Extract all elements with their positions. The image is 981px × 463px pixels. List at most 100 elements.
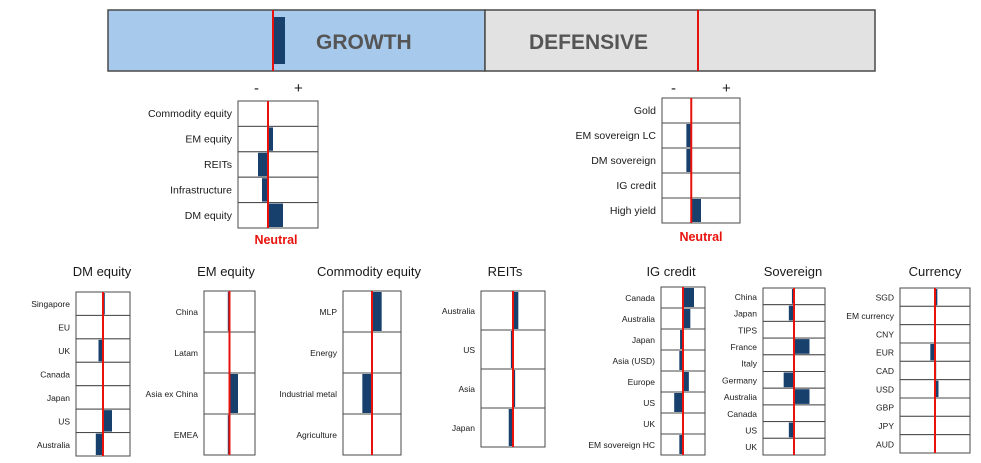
currency-category-label: AUD (876, 439, 894, 449)
defensive-assets-category-label: DM sovereign (591, 155, 656, 167)
growth-box (107, 9, 486, 72)
reits-bar (513, 370, 516, 407)
em-equity-title: EM equity (197, 264, 255, 279)
currency-bar (935, 380, 939, 397)
growth-assets-category-label: EM equity (185, 134, 232, 146)
dm-equity-category-label: Canada (40, 370, 70, 380)
commodity-equity-category-label: Industrial metal (279, 389, 337, 399)
currency-category-label: GBP (876, 403, 894, 413)
ig-credit-category-label: Europe (628, 377, 656, 387)
sovereign-category-label: UK (745, 442, 757, 452)
ig-credit-category-label: Asia (USD) (612, 356, 655, 366)
commodity-equity-panel: Commodity equity MLP Energy Industrial meta… (279, 264, 422, 456)
growth-assets-row-cell (237, 125, 319, 153)
sovereign-bar (783, 372, 794, 388)
sovereign-bar (794, 339, 810, 354)
dm-equity-category-label: EU (58, 323, 70, 333)
commodity-equity-category-label: Agriculture (296, 430, 337, 440)
defensive-neutral-label: Neutral (679, 230, 722, 244)
sovereign-category-label: Germany (722, 375, 758, 385)
defensive-assets-category-label: High yield (610, 205, 656, 217)
defensive-box (484, 9, 876, 72)
defensive-assets-bar (686, 149, 692, 172)
reits-bar (510, 331, 513, 368)
sovereign-category-label: Japan (734, 309, 757, 319)
commodity-equity-category-label: MLP (320, 307, 338, 317)
sovereign-category-label: France (731, 342, 758, 352)
reits-category-label: Japan (452, 423, 475, 433)
ig-credit-category-label: US (643, 398, 655, 408)
ig-credit-bar (683, 288, 694, 307)
defensive-assets-category-label: IG credit (616, 180, 656, 192)
growth-assets-category-label: Commodity equity (148, 108, 233, 120)
defensive-plus-sign: + (722, 80, 731, 97)
currency-bar (935, 289, 938, 306)
currency-category-label: SGD (876, 293, 894, 303)
reits-bar (508, 409, 513, 446)
reits-panel: REITs Australia US Asia Japan (442, 264, 546, 448)
ig-credit-bar (683, 372, 689, 391)
reits-category-label: Asia (458, 384, 475, 394)
ig-credit-category-label: Australia (622, 314, 655, 324)
sovereign-bar (788, 305, 794, 321)
ig-credit-bar (680, 330, 683, 349)
growth-assets-category-label: REITs (204, 159, 232, 171)
em-equity-category-label: China (176, 307, 198, 317)
growth-assets-panel: Commodity equity EM equity REITs Infrastruc… (148, 100, 319, 229)
em-equity-category-label: Asia ex China (146, 389, 199, 399)
dm-equity-category-label: Singapore (31, 299, 70, 309)
sovereign-title: Sovereign (764, 264, 823, 279)
growth-plus-sign: + (294, 80, 303, 97)
dm-equity-bar (103, 410, 112, 432)
growth-neutral-label: Neutral (254, 233, 297, 247)
reits-title: REITs (488, 264, 523, 279)
em-equity-panel: EM equity China Latam Asia ex China EMEA (146, 264, 256, 456)
ig-credit-bar (683, 309, 691, 328)
sovereign-category-label: Australia (724, 392, 757, 402)
chart-panels: Commodity equity EM equity REITs Infrastruc… (31, 97, 971, 457)
defensive-assets-category-label: EM sovereign LC (575, 130, 656, 142)
commodity-equity-title: Commodity equity (317, 264, 422, 279)
ig-credit-category-label: Japan (632, 335, 655, 345)
currency-category-label: EM currency (846, 311, 894, 321)
ig-credit-category-label: UK (643, 419, 655, 429)
defensive-assets-row-cell (661, 97, 741, 124)
defensive-assets-row-cell (661, 122, 741, 149)
sovereign-category-label: Canada (727, 409, 757, 419)
currency-bar (930, 344, 935, 361)
defensive-assets-row-cell (661, 172, 741, 199)
dm-equity-category-label: Australia (37, 440, 70, 450)
sovereign-bar (794, 389, 810, 404)
defensive-minus-sign: - (671, 80, 676, 97)
commodity-equity-category-label: Energy (310, 348, 338, 358)
dm-equity-category-label: UK (58, 346, 70, 356)
dm-equity-bar (95, 433, 103, 455)
sovereign-panel: Sovereign China Japan TIPS France Italy German… (722, 264, 826, 456)
defensive-assets-bar (686, 124, 692, 147)
growth-assets-row-cell (237, 176, 319, 204)
em-equity-category-label: Latam (174, 348, 198, 358)
em-equity-bar (229, 374, 238, 413)
sovereign-category-label: US (745, 425, 757, 435)
currency-category-label: EUR (876, 348, 894, 358)
dm-equity-category-label: Japan (47, 393, 70, 403)
defensive-label: DEFENSIVE (529, 31, 648, 54)
em-equity-category-label: EMEA (174, 430, 198, 440)
defensive-assets-bar (691, 199, 701, 222)
growth-tilt-bar (273, 17, 285, 64)
dm-equity-title: DM equity (73, 264, 132, 279)
reits-category-label: US (463, 345, 475, 355)
ig-credit-panel: IG credit Canada Australia Japan Asia (USD) E… (588, 264, 706, 456)
ig-credit-category-label: Canada (625, 293, 655, 303)
growth-assets-category-label: DM equity (185, 210, 233, 222)
ig-credit-bar (679, 435, 683, 454)
growth-assets-category-label: Infrastructure (170, 184, 232, 196)
ig-credit-title: IG credit (646, 264, 696, 279)
defensive-assets-category-label: Gold (634, 105, 656, 117)
defensive-assets-panel: Gold EM sovereign LC DM sovereign IG credit… (575, 97, 741, 224)
ig-credit-bar (679, 351, 683, 370)
growth-assets-bar (262, 178, 268, 202)
growth-assets-bar (268, 203, 283, 227)
currency-title: Currency (909, 264, 962, 279)
